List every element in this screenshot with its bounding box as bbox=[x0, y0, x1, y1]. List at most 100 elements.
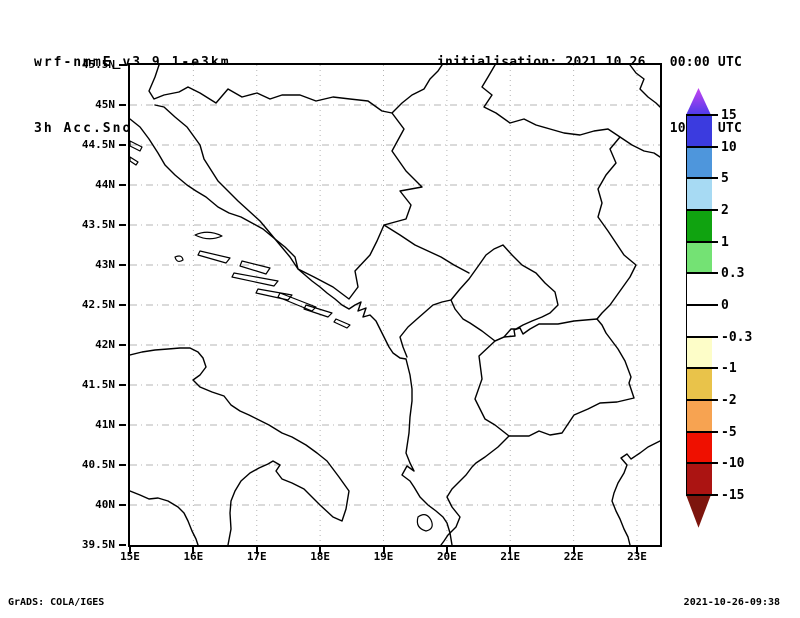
y-axis-label: 44.5N bbox=[81, 138, 115, 151]
colorbar-segment bbox=[686, 178, 712, 210]
colorbar-segment bbox=[686, 399, 712, 432]
coastline-border-path bbox=[399, 299, 452, 358]
y-axis-label: 44N bbox=[95, 178, 115, 191]
y-axis-tick bbox=[119, 184, 126, 186]
x-axis-label: 21E bbox=[500, 550, 521, 563]
y-axis-tick bbox=[119, 504, 126, 506]
y-axis-label: 41N bbox=[95, 418, 115, 431]
colorbar-label: 1 bbox=[721, 235, 729, 250]
y-axis-tick bbox=[119, 464, 126, 466]
x-axis-label: 20E bbox=[436, 550, 457, 563]
colorbar-label: -2 bbox=[721, 393, 737, 408]
x-axis-label: 22E bbox=[563, 550, 584, 563]
map-canvas bbox=[130, 65, 660, 545]
x-axis-label: 16E bbox=[183, 550, 204, 563]
coastline-border-path bbox=[148, 65, 423, 300]
coastline-border-path bbox=[130, 490, 199, 545]
grads-stamp: GrADS: COLA/IGES bbox=[8, 597, 105, 608]
island-outline-path bbox=[197, 250, 231, 264]
colorbar-label: 0.3 bbox=[721, 266, 745, 281]
y-axis-tick bbox=[119, 64, 126, 66]
x-axis-tick bbox=[192, 547, 195, 554]
y-axis-tick bbox=[119, 104, 126, 106]
y-axis-label: 41.5N bbox=[81, 378, 115, 391]
colorbar-tick bbox=[686, 177, 718, 179]
y-axis-label: 45.5N bbox=[81, 58, 115, 71]
coastline-border-path bbox=[130, 118, 453, 545]
island-outline-path bbox=[303, 304, 333, 318]
colorbar-segment bbox=[686, 241, 712, 274]
colorbar-segment bbox=[686, 209, 712, 242]
colorbar-segment bbox=[686, 336, 712, 369]
creation-timestamp: 2021-10-26-09:38 bbox=[683, 597, 780, 608]
colorbar-segment bbox=[686, 273, 712, 305]
colorbar-segment bbox=[686, 115, 712, 147]
y-axis-tick bbox=[119, 544, 126, 546]
colorbar-tick bbox=[686, 367, 718, 369]
colorbar-under-arrow bbox=[686, 494, 711, 528]
island-outline-path bbox=[333, 318, 351, 329]
y-axis-label: 40N bbox=[95, 498, 115, 511]
x-axis-label: 23E bbox=[627, 550, 647, 563]
y-axis-label: 40.5N bbox=[81, 458, 115, 471]
y-axis-label: 43.5N bbox=[81, 218, 115, 231]
x-axis-tick bbox=[382, 547, 385, 554]
x-axis-tick bbox=[129, 547, 131, 554]
colorbar-tick bbox=[686, 304, 718, 306]
colorbar-label: 10 bbox=[721, 140, 737, 155]
y-axis-tick bbox=[119, 224, 126, 226]
island-outline-path bbox=[194, 231, 223, 240]
island-outline-path bbox=[277, 292, 317, 312]
x-axis-label: 15E bbox=[120, 550, 140, 563]
colorbar-label: -15 bbox=[721, 488, 745, 503]
colorbar-segment bbox=[686, 368, 712, 400]
colorbar-tick bbox=[686, 462, 718, 464]
coastline-border-path bbox=[383, 224, 470, 274]
coastline-border-path bbox=[596, 136, 637, 320]
colorbar-tick bbox=[686, 209, 718, 211]
colorbar-tick bbox=[686, 431, 718, 433]
coastline-border-path bbox=[391, 65, 443, 114]
island-outline-path bbox=[130, 140, 143, 152]
y-axis-label: 39.5N bbox=[81, 538, 115, 551]
x-axis-tick bbox=[319, 547, 322, 554]
colorbar-tick bbox=[686, 272, 718, 274]
island-outline-path bbox=[130, 156, 139, 166]
y-axis-tick bbox=[119, 264, 126, 266]
y-axis-tick bbox=[119, 304, 126, 306]
colorbar-segment bbox=[686, 146, 712, 179]
colorbar-tick bbox=[686, 241, 718, 243]
y-axis-label: 43N bbox=[95, 258, 115, 271]
colorbar-segment bbox=[686, 431, 712, 464]
island-outline-path bbox=[239, 260, 271, 275]
y-axis-label: 45N bbox=[95, 98, 115, 111]
y-axis-tick bbox=[119, 144, 126, 146]
colorbar-tick bbox=[686, 114, 718, 116]
island-outline-path bbox=[231, 272, 279, 287]
x-axis-label: 18E bbox=[310, 550, 331, 563]
colorbar-tick bbox=[686, 494, 718, 496]
y-axis-tick bbox=[119, 424, 126, 426]
x-axis-label: 17E bbox=[246, 550, 267, 563]
x-axis-tick bbox=[509, 547, 512, 554]
island-outline-path bbox=[255, 288, 293, 301]
x-axis-tick bbox=[255, 547, 258, 554]
x-axis-label: 19E bbox=[373, 550, 394, 563]
y-axis-tick bbox=[119, 384, 126, 386]
coastline-border-path bbox=[440, 435, 510, 545]
colorbar-label: 2 bbox=[721, 203, 729, 218]
colorbar-label: -1 bbox=[721, 361, 737, 376]
coastline-border-path bbox=[481, 65, 660, 158]
x-axis-tick bbox=[445, 547, 448, 554]
x-axis-tick bbox=[636, 547, 638, 554]
island-outline-path bbox=[174, 255, 184, 263]
colorbar-tick bbox=[686, 336, 718, 338]
colorbar-label: 5 bbox=[721, 171, 729, 186]
colorbar-label: -5 bbox=[721, 425, 737, 440]
coastline-border-path bbox=[450, 244, 559, 342]
colorbar-label: -10 bbox=[721, 456, 745, 471]
colorbar-tick bbox=[686, 146, 718, 148]
island-outline-path bbox=[416, 514, 433, 532]
coastline-border-path bbox=[130, 347, 350, 545]
